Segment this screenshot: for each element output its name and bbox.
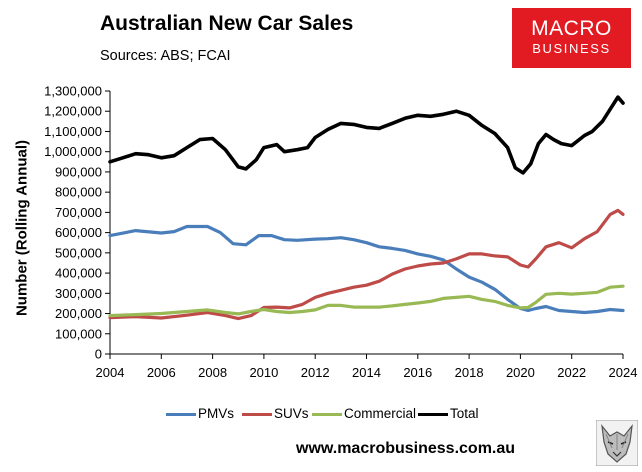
series-line-commercial: [108, 284, 625, 318]
macrobusiness-logo: MACRO BUSINESS: [512, 8, 631, 68]
series-line-total: [108, 95, 625, 175]
y-axis-label: Number (Rolling Annual): [13, 139, 31, 317]
y-tick-label: 900,000: [55, 164, 102, 179]
y-tick-label: 100,000: [55, 326, 102, 341]
y-tick-label: 200,000: [55, 306, 102, 321]
y-tick-label: 1,100,000: [44, 124, 102, 139]
y-tick-label: 1,200,000: [44, 104, 102, 119]
logo-line-1: MACRO: [531, 17, 612, 40]
y-tick-label: 0: [95, 347, 102, 362]
y-tick-label: 1,000,000: [44, 144, 102, 159]
x-tick-label: 2010: [249, 365, 278, 380]
x-tick-label: 2004: [96, 365, 125, 380]
x-tick-label: 2012: [301, 365, 330, 380]
legend-label-suvs: SUVs: [274, 406, 309, 421]
wolf-logo-icon: [596, 420, 638, 466]
y-tick-label: 500,000: [55, 245, 102, 260]
sources-note: Sources: ABS; FCAI: [100, 48, 231, 64]
series-line-pmvs: [108, 224, 625, 315]
series-line-suvs: [108, 208, 625, 321]
legend-swatch-commercial: [312, 413, 342, 416]
legend-swatch-pmvs: [166, 413, 196, 416]
x-tick-label: 2024: [609, 365, 638, 380]
y-tick-label: 400,000: [55, 266, 102, 281]
y-tick-label: 600,000: [55, 225, 102, 240]
y-tick-label: 700,000: [55, 205, 102, 220]
website-url: www.macrobusiness.com.au: [296, 440, 516, 457]
legend-label-pmvs: PMVs: [198, 406, 235, 421]
x-tick-label: 2018: [455, 365, 484, 380]
legend-label-total: Total: [450, 406, 479, 421]
x-tick-label: 2014: [352, 365, 381, 380]
x-tick-label: 2016: [403, 365, 432, 380]
x-tick-label: 2022: [557, 365, 586, 380]
legend-label-commercial: Commercial: [344, 406, 417, 421]
y-tick-label: 1,300,000: [44, 84, 102, 99]
logo-line-2: BUSINESS: [532, 41, 611, 56]
y-tick-label: 300,000: [55, 286, 102, 301]
x-tick-label: 2008: [198, 365, 227, 380]
x-tick-label: 2006: [147, 365, 176, 380]
chart-title: Australian New Car Sales: [100, 12, 354, 35]
y-tick-label: 800,000: [55, 185, 102, 200]
legend-swatch-suvs: [242, 413, 272, 416]
x-tick-label: 2020: [506, 365, 535, 380]
legend-swatch-total: [418, 413, 448, 416]
